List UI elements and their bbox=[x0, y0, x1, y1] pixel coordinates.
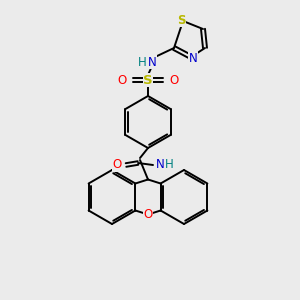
Text: H: H bbox=[165, 158, 173, 172]
Text: O: O bbox=[143, 208, 153, 221]
Text: N: N bbox=[156, 158, 164, 172]
Text: S: S bbox=[143, 74, 153, 86]
Text: O: O bbox=[112, 158, 122, 172]
Text: H: H bbox=[138, 56, 146, 68]
Text: O: O bbox=[169, 74, 178, 86]
Text: N: N bbox=[189, 52, 197, 64]
Text: N: N bbox=[148, 56, 156, 68]
Text: O: O bbox=[117, 74, 127, 86]
Text: S: S bbox=[177, 14, 185, 26]
